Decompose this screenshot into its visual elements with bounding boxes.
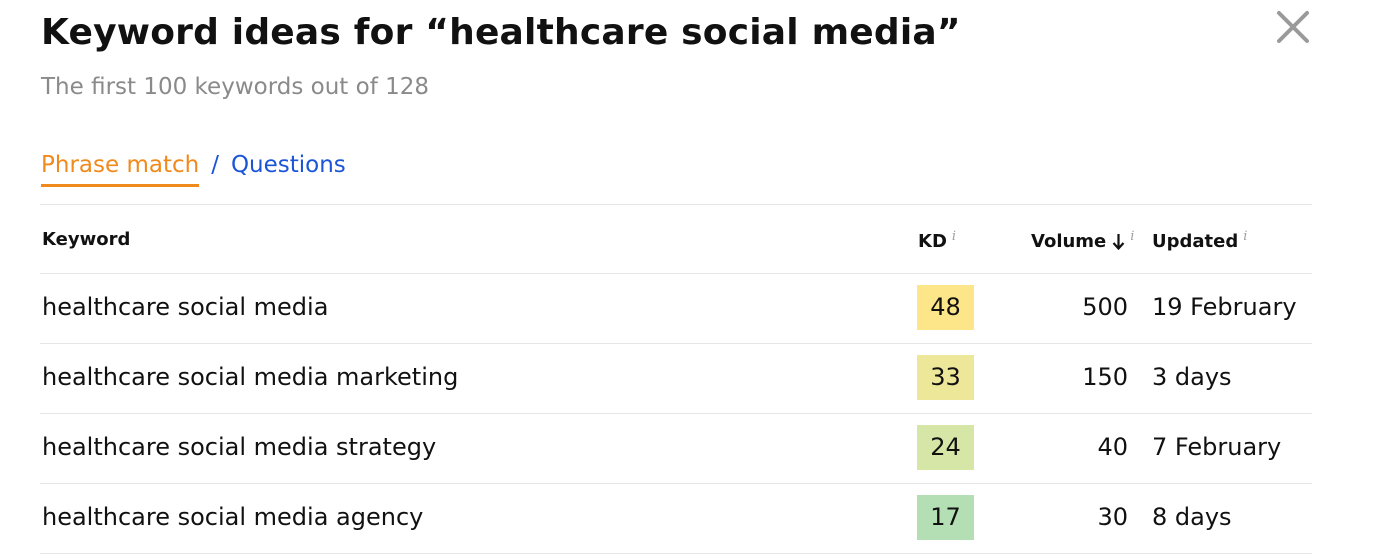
column-header-volume[interactable]: Volume i [1031,229,1134,255]
close-icon [1277,11,1309,43]
info-icon[interactable]: i [1243,229,1248,244]
keyword-link[interactable]: healthcare social media [42,293,329,321]
column-header-kd-label: KD [918,231,947,252]
updated-value: 7 February [1152,433,1282,461]
info-icon[interactable]: i [951,229,957,244]
column-header-updated: Updated i [1152,229,1247,252]
kd-badge: 24 [917,425,974,470]
keyword-link[interactable]: healthcare social media agency [42,503,424,531]
table-row: healthcare social media marketing 33 150… [40,344,1312,414]
keyword-table-body: healthcare social media 48 500 19 Februa… [40,274,1312,554]
table-row: healthcare social media strategy 24 40 7… [40,414,1312,484]
volume-value: 500 [1082,293,1128,321]
keyword-link[interactable]: healthcare social media marketing [42,363,459,391]
updated-value: 8 days [1152,503,1232,531]
volume-value: 30 [1097,503,1128,531]
info-icon[interactable]: i [1130,229,1135,244]
kd-badge: 48 [917,285,974,330]
match-type-tabs: Phrase match / Questions [41,152,346,194]
column-header-kd: KD i [918,229,956,252]
volume-value: 150 [1082,363,1128,391]
kd-badge: 17 [917,495,974,540]
keyword-link[interactable]: healthcare social media strategy [42,433,437,461]
arrow-down-icon [1112,233,1125,255]
updated-value: 19 February [1152,293,1297,321]
table-header: Keyword KD i Volume i Updated i [40,205,1312,274]
volume-value: 40 [1097,433,1128,461]
column-header-keyword-label: Keyword [42,229,131,250]
column-header-keyword: Keyword [42,229,130,250]
column-header-updated-label: Updated [1152,231,1239,252]
modal-subtitle: The first 100 keywords out of 128 [41,74,430,100]
modal-title: Keyword ideas for “healthcare social med… [41,12,961,53]
tab-separator: / [211,152,219,178]
tab-questions[interactable]: Questions [230,152,346,178]
updated-value: 3 days [1152,363,1232,391]
kd-badge: 33 [917,355,974,400]
table-row: healthcare social media agency 17 30 8 d… [40,484,1312,554]
close-button[interactable] [1275,9,1311,45]
column-header-volume-label: Volume [1031,231,1107,252]
divider [40,204,1312,205]
tab-phrase-match[interactable]: Phrase match [41,152,200,187]
table-row: healthcare social media 48 500 19 Februa… [40,274,1312,344]
